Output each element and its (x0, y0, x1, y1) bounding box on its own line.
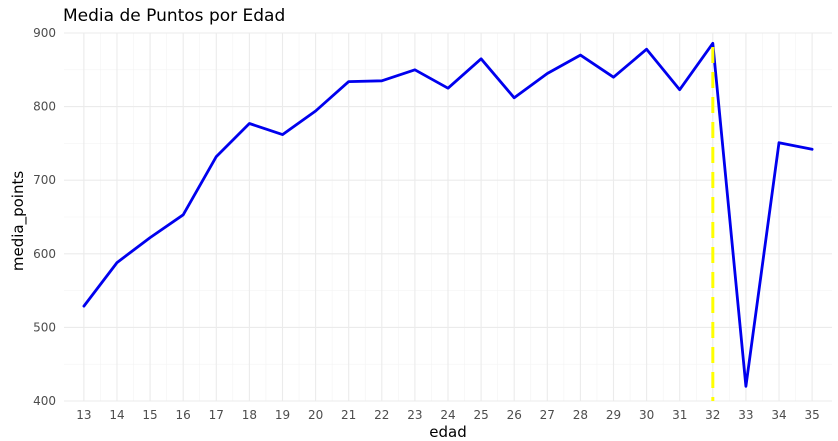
grid (64, 32, 832, 402)
x-tick-label: 14 (109, 408, 124, 422)
x-tick-label: 24 (440, 408, 455, 422)
x-tick-label: 16 (176, 408, 191, 422)
x-axis-ticks: 13 14 15 16 17 18 19 20 21 22 23 24 25 26 27 28 29 30 31 32… (76, 408, 820, 422)
x-axis-title: edad (429, 423, 466, 441)
x-tick-label: 35 (804, 408, 819, 422)
y-tick-label: 600 (33, 247, 56, 261)
x-tick-label: 28 (573, 408, 588, 422)
y-tick-label: 900 (33, 26, 56, 40)
x-tick-label: 30 (639, 408, 654, 422)
y-tick-label: 700 (33, 173, 56, 187)
x-tick-label: 26 (507, 408, 522, 422)
x-tick-label: 33 (738, 408, 753, 422)
y-axis-title: media_points (9, 171, 28, 271)
y-tick-label: 400 (33, 394, 56, 408)
series-layer (82, 41, 814, 388)
series-line (82, 41, 814, 388)
chart-title: Media de Puntos por Edad (63, 6, 285, 26)
x-tick-label: 13 (76, 408, 91, 422)
x-tick-label: 18 (242, 408, 257, 422)
y-tick-label: 500 (33, 320, 56, 334)
x-tick-label: 15 (142, 408, 157, 422)
x-tick-label: 22 (374, 408, 389, 422)
x-tick-label: 34 (771, 408, 786, 422)
x-tick-label: 29 (606, 408, 621, 422)
x-tick-label: 31 (672, 408, 687, 422)
x-tick-label: 19 (275, 408, 290, 422)
x-tick-label: 27 (540, 408, 555, 422)
x-tick-label: 32 (705, 408, 720, 422)
x-tick-label: 17 (209, 408, 224, 422)
x-tick-label: 25 (473, 408, 488, 422)
y-axis-ticks: 400 500 600 700 800 900 (33, 26, 56, 408)
y-tick-label: 800 (33, 100, 56, 114)
x-tick-label: 23 (407, 408, 422, 422)
x-tick-label: 20 (308, 408, 323, 422)
x-tick-label: 21 (341, 408, 356, 422)
